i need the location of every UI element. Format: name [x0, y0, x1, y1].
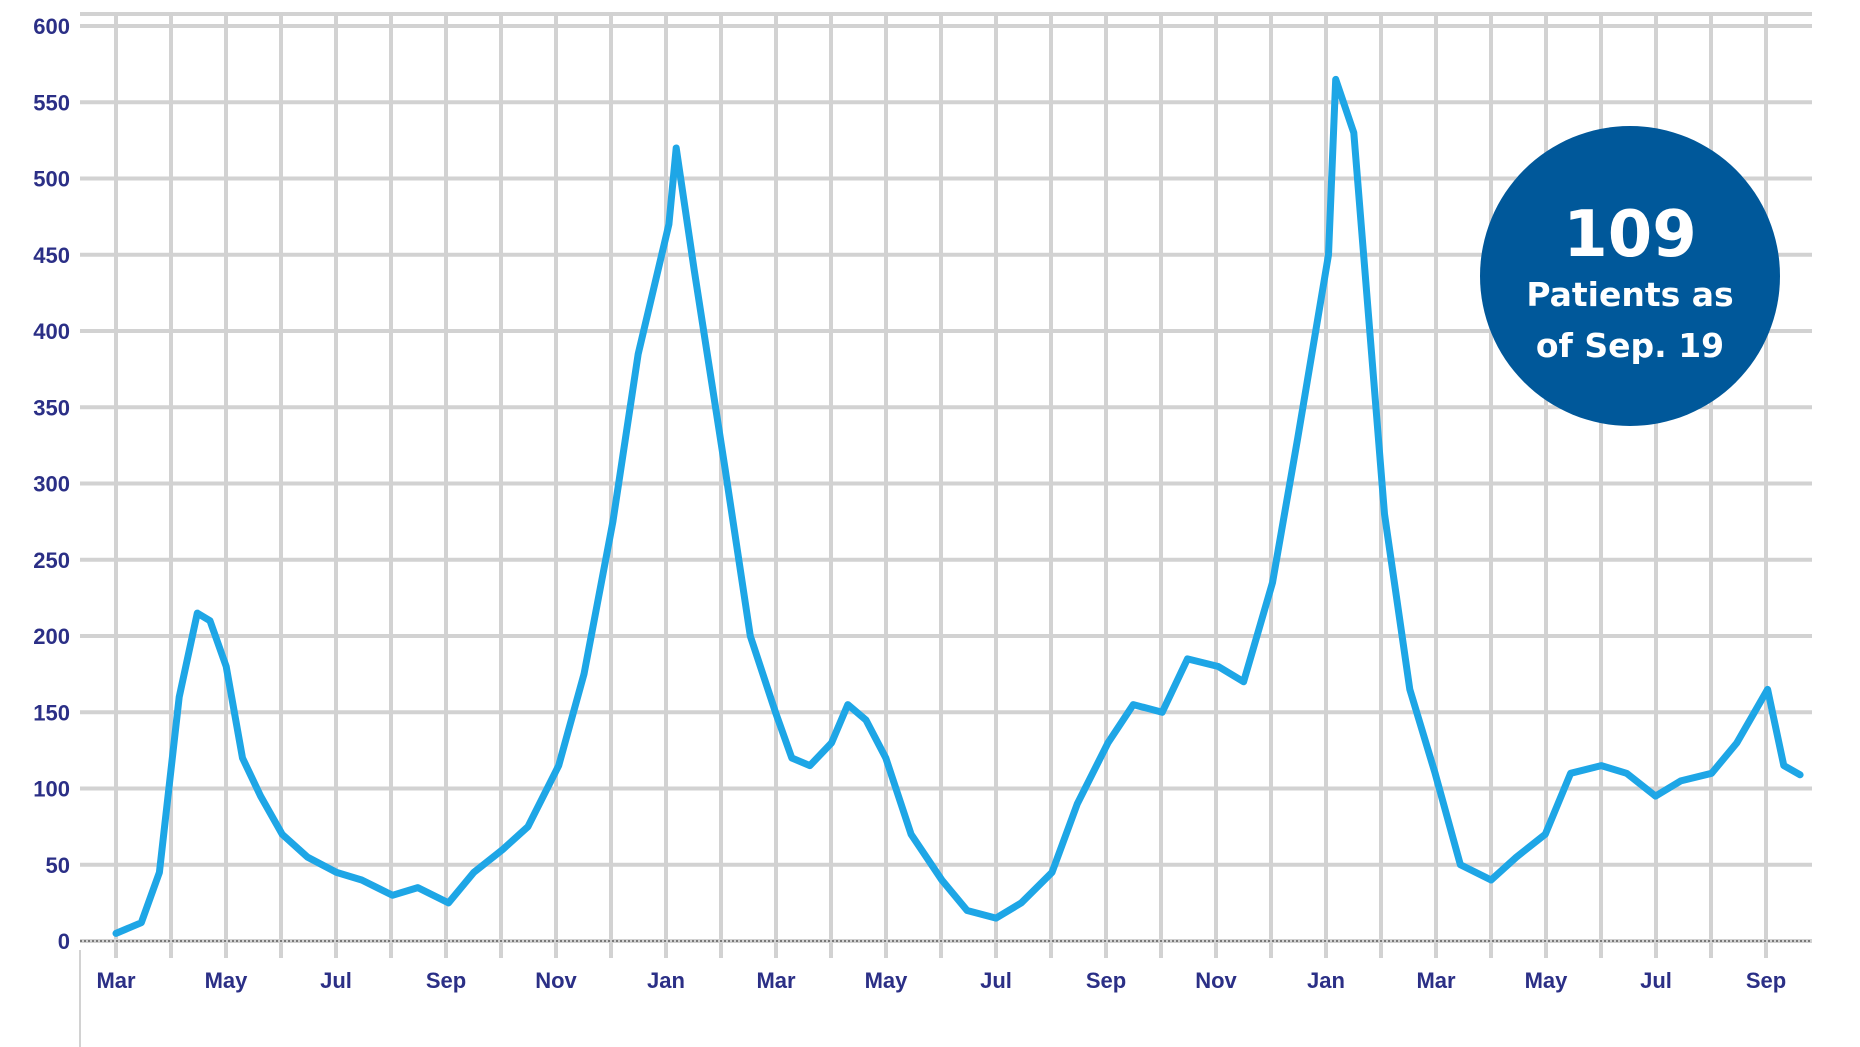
series-layer: [112, 75, 1804, 937]
callout-line-1: Patients as: [1526, 275, 1733, 314]
callout-value: 109: [1563, 198, 1697, 272]
x-tick-label: Nov: [535, 968, 577, 993]
x-tick-label: Sep: [1086, 968, 1126, 993]
x-tick-label: May: [1525, 968, 1569, 993]
y-tick-label: 500: [33, 167, 70, 192]
current-patients-callout: 109 Patients as of Sep. 19: [1480, 126, 1780, 426]
x-tick-label: Jan: [1307, 968, 1345, 993]
y-tick-label: 450: [33, 243, 70, 268]
y-tick-label: 50: [46, 853, 70, 878]
x-tick-label: Jul: [1640, 968, 1672, 993]
y-tick-label: 0: [58, 929, 70, 954]
y-tick-label: 550: [33, 90, 70, 115]
x-tick-label: Jan: [647, 968, 685, 993]
y-tick-label: 200: [33, 624, 70, 649]
callout-line-2: of Sep. 19: [1536, 326, 1724, 365]
x-tick-label: May: [205, 968, 249, 993]
x-tick-label: Nov: [1195, 968, 1237, 993]
x-tick-label: Mar: [1416, 968, 1456, 993]
y-tick-label: 350: [33, 395, 70, 420]
tick-labels: 0 50 100 150 200 250 300 350 400 450 500 550 600 Mar M…: [33, 14, 1786, 993]
axes: [79, 940, 1812, 1047]
callout-circle: [1480, 126, 1780, 426]
x-tick-label: May: [865, 968, 909, 993]
y-tick-label: 150: [33, 700, 70, 725]
x-tick-label: Sep: [426, 968, 466, 993]
series-line: [112, 75, 1804, 937]
y-tick-label: 250: [33, 548, 70, 573]
x-tick-label: Mar: [96, 968, 136, 993]
x-tick-label: Jul: [320, 968, 352, 993]
x-tick-label: Sep: [1746, 968, 1786, 993]
x-tick-label: Mar: [756, 968, 796, 993]
y-tick-label: 600: [33, 14, 70, 39]
x-tick-label: Jul: [980, 968, 1012, 993]
y-tick-label: 100: [33, 777, 70, 802]
y-tick-label: 400: [33, 319, 70, 344]
y-tick-label: 300: [33, 472, 70, 497]
